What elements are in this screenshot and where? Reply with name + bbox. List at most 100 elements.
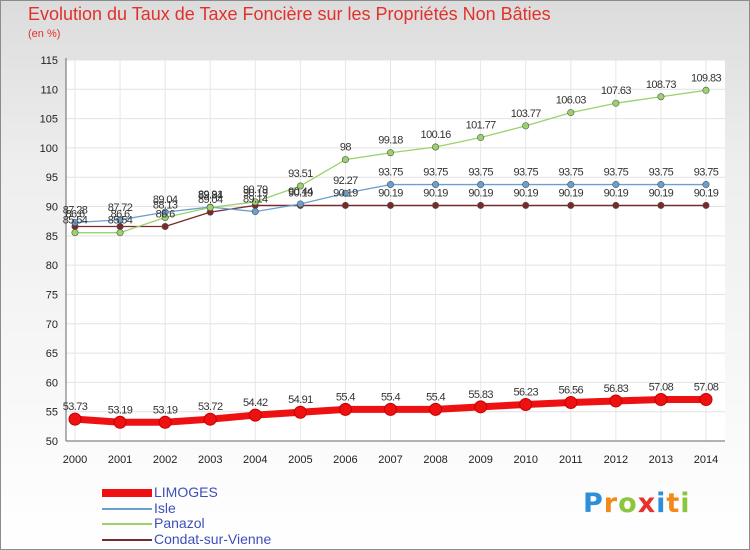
x-tick-label: 2012 <box>604 454 628 466</box>
data-point <box>654 393 668 407</box>
data-label: 57.08 <box>649 382 674 394</box>
data-point <box>296 182 304 190</box>
data-label: 90.79 <box>243 184 268 196</box>
x-tick-label: 2011 <box>559 454 583 466</box>
data-labels-limoges: 53.73 53.19 53.19 53.72 54.42 54.91 55.4 55.4 55… <box>63 382 720 417</box>
data-point <box>432 201 440 209</box>
data-point <box>429 402 443 416</box>
y-tick-label: 70 <box>46 319 58 331</box>
y-tick-label: 90 <box>46 202 58 214</box>
data-point <box>567 109 575 117</box>
x-tick-label: 2001 <box>108 454 132 466</box>
data-point <box>71 218 79 226</box>
x-tick-label: 2004 <box>243 454 267 466</box>
y-tick-label: 105 <box>40 114 58 126</box>
data-label: 90.19 <box>243 187 268 199</box>
data-point <box>612 181 620 189</box>
y-tick-label: 85 <box>46 231 58 243</box>
x-tick-label: 2014 <box>694 454 718 466</box>
y-tick-label: 55 <box>46 407 58 419</box>
data-label: 98 <box>340 142 352 154</box>
data-label: 54.91 <box>288 394 313 406</box>
data-label: 107.63 <box>601 85 632 97</box>
data-label: 90.19 <box>423 187 448 199</box>
x-tick-label: 2007 <box>378 454 402 466</box>
data-labels-panazol: 85.54 85.54 88.13 89.84 90.79 93.51 98 99.18 100… <box>63 72 722 226</box>
data-label: 90.19 <box>333 187 358 199</box>
data-label: 86.6 <box>111 208 130 220</box>
data-point <box>248 408 262 422</box>
data-point <box>113 415 127 429</box>
data-label: 53.72 <box>198 401 223 413</box>
logo-letter: i <box>680 488 691 519</box>
series-isle <box>71 181 710 226</box>
data-point <box>657 201 665 209</box>
data-point <box>71 229 79 237</box>
data-point <box>432 143 440 151</box>
data-label: 92.27 <box>333 175 358 187</box>
data-label: 90.19 <box>604 187 629 199</box>
data-label: 101.77 <box>466 120 497 132</box>
data-point <box>161 222 169 230</box>
data-point <box>612 99 620 107</box>
data-point <box>657 181 665 189</box>
data-point <box>477 201 485 209</box>
data-label: 55.4 <box>336 391 355 403</box>
x-tick-label: 2000 <box>63 454 87 466</box>
logo-letter: x <box>637 488 657 519</box>
logo-letter: P <box>583 488 604 519</box>
data-point <box>341 156 349 164</box>
data-label: 90.19 <box>559 187 584 199</box>
legend-label: Panazol <box>154 515 205 531</box>
data-point <box>477 134 485 142</box>
data-label: 93.75 <box>649 167 674 179</box>
logo-letter: r <box>603 488 619 519</box>
legend-label: LIMOGES <box>154 484 218 500</box>
x-tick-label: 2008 <box>423 454 447 466</box>
data-point <box>522 122 530 130</box>
data-label: 55.4 <box>381 391 400 403</box>
y-tick-label: 65 <box>46 348 58 360</box>
y-axis-unit-label: (en %) <box>28 28 61 40</box>
data-point <box>699 393 713 407</box>
data-point <box>522 181 530 189</box>
data-label: 89.14 <box>243 194 268 206</box>
data-point <box>116 229 124 237</box>
data-point <box>203 412 217 426</box>
logo-letter: i <box>656 488 667 519</box>
logo-letter: o <box>618 488 638 519</box>
x-tick-label: 2003 <box>198 454 222 466</box>
legend-label: Isle <box>154 500 176 516</box>
data-label: 88.13 <box>153 199 178 211</box>
legend-swatch <box>102 539 152 541</box>
data-point <box>341 189 349 197</box>
data-label: 87.28 <box>63 204 88 216</box>
data-label: 90.44 <box>288 186 313 198</box>
data-label: 93.75 <box>423 167 448 179</box>
data-point <box>161 213 169 221</box>
series-limoges <box>68 393 713 429</box>
data-label: 86.6 <box>65 208 84 220</box>
data-point <box>567 181 575 189</box>
data-label: 56.23 <box>513 386 538 398</box>
data-label: 56.83 <box>604 383 629 395</box>
data-label: 53.19 <box>108 404 133 416</box>
data-label: 89.84 <box>198 189 223 201</box>
data-point <box>432 181 440 189</box>
data-label: 53.19 <box>153 404 178 416</box>
data-point <box>386 149 394 157</box>
data-label: 56.56 <box>559 385 584 397</box>
data-point <box>564 396 578 410</box>
data-point <box>296 200 304 208</box>
data-label: 90.19 <box>513 187 538 199</box>
data-label: 87.72 <box>108 202 133 214</box>
data-point <box>657 93 665 101</box>
data-label: 109.83 <box>691 72 722 84</box>
data-point <box>158 415 172 429</box>
data-label: 108.73 <box>646 79 677 91</box>
data-point <box>612 201 620 209</box>
data-point <box>293 405 307 419</box>
data-label: 55.83 <box>468 389 493 401</box>
